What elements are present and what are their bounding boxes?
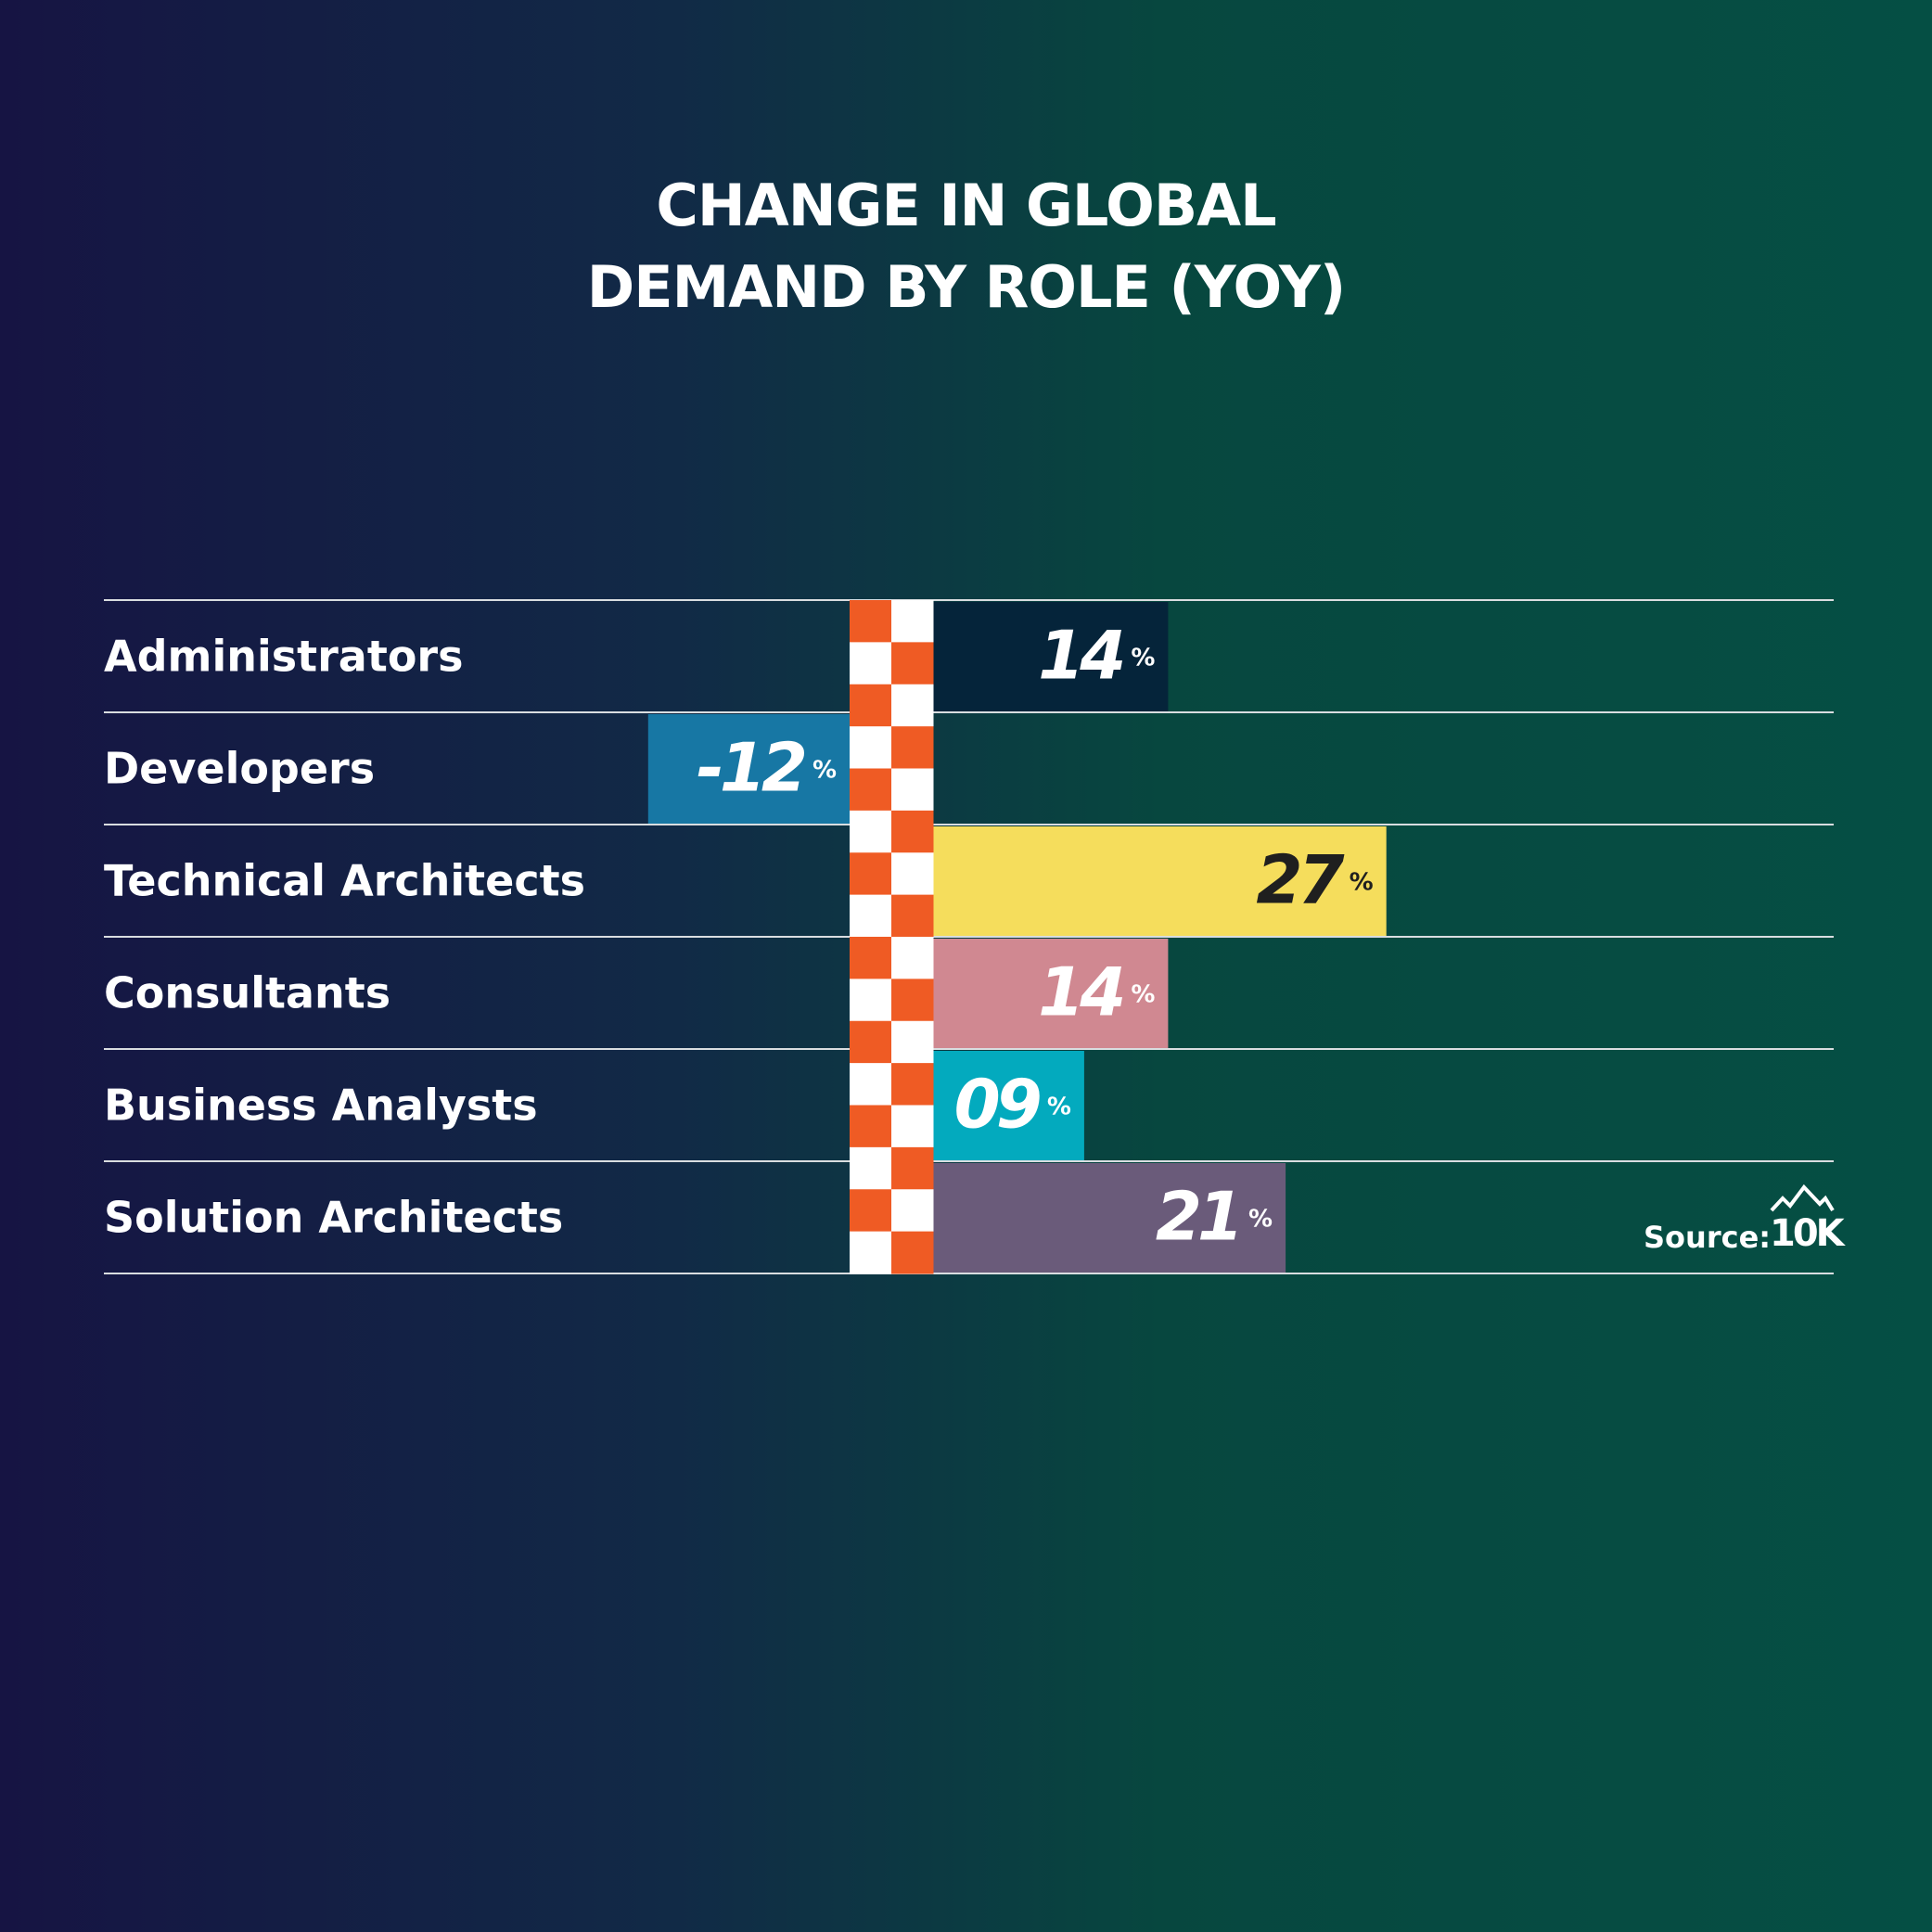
- value-label: 21%: [1156, 1178, 1273, 1256]
- checker-square: [891, 1105, 934, 1148]
- logo-text: 10K: [1770, 1212, 1847, 1255]
- checker-square: [891, 684, 934, 727]
- checker-square: [850, 726, 892, 769]
- checker-square: [891, 894, 934, 938]
- category-label: Business Analysts: [104, 1081, 538, 1131]
- checker-square: [891, 810, 934, 853]
- checker-square: [891, 768, 934, 812]
- value-label: 14%: [1038, 953, 1155, 1031]
- checker-square: [891, 979, 934, 1022]
- checker-square: [891, 1146, 934, 1190]
- checker-square: [891, 1189, 934, 1233]
- checker-square: [850, 768, 892, 812]
- category-label: Solution Architects: [104, 1193, 563, 1243]
- bar-technical-architects: [933, 826, 1387, 936]
- checker-square: [850, 810, 892, 853]
- checker-square: [850, 979, 892, 1022]
- checker-square: [850, 937, 892, 979]
- checker-square: [850, 852, 892, 896]
- bar-solution-architects: [933, 1163, 1286, 1273]
- value-label: 14%: [1038, 617, 1155, 695]
- checker-square: [850, 1146, 892, 1190]
- checker-square: [891, 1231, 934, 1274]
- chart-title-line-1: CHANGE IN GLOBAL: [656, 172, 1276, 239]
- value-label: 27%: [1256, 841, 1373, 919]
- checker-square: [850, 1105, 892, 1148]
- mountain-icon: [1770, 1184, 1835, 1212]
- category-label: Administrators: [104, 632, 464, 682]
- checker-square: [891, 1020, 934, 1064]
- bar-administrators: [933, 602, 1169, 711]
- checker-square: [850, 600, 892, 643]
- checker-square: [850, 894, 892, 938]
- checker-square: [850, 1020, 892, 1064]
- bar-consultants: [933, 939, 1169, 1048]
- source-label: Source:: [1644, 1220, 1772, 1255]
- chart-title: CHANGE IN GLOBAL DEMAND BY ROLE (YOY): [0, 165, 1932, 328]
- source-credit: Source:: [1644, 1220, 1771, 1255]
- category-label: Developers: [104, 744, 375, 794]
- value-label: -12%: [697, 729, 837, 807]
- bar-business-analysts: [933, 1051, 1084, 1160]
- checker-square: [850, 642, 892, 685]
- value-label: 09%: [954, 1066, 1071, 1144]
- bar-developers: [647, 714, 850, 824]
- checker-square: [850, 684, 892, 727]
- category-label: Technical Architects: [104, 856, 585, 906]
- checker-square: [891, 642, 934, 685]
- category-label: Consultants: [104, 968, 390, 1018]
- source-logo: 10K: [1770, 1184, 1849, 1255]
- checker-square: [850, 1189, 892, 1233]
- checker-square: [891, 852, 934, 896]
- checker-square: [891, 937, 934, 979]
- checker-square: [891, 726, 934, 769]
- checker-square: [891, 1063, 934, 1106]
- checker-square: [850, 1231, 892, 1274]
- chart-title-line-2: DEMAND BY ROLE (YOY): [586, 253, 1346, 321]
- checker-square: [850, 1063, 892, 1106]
- checker-square: [891, 600, 934, 643]
